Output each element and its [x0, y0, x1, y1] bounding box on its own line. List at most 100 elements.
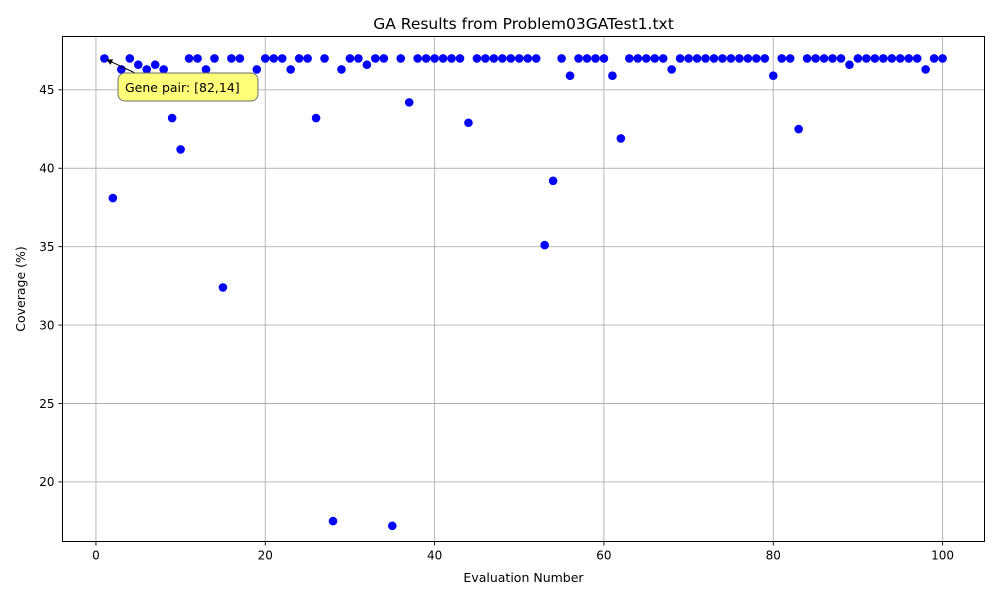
x-tick-label: 40 [427, 549, 442, 563]
data-point [692, 54, 702, 63]
data-point [387, 521, 397, 531]
data-point [159, 65, 168, 74]
data-point [150, 60, 160, 70]
data-point [777, 54, 787, 63]
data-point [167, 113, 177, 123]
data-point [328, 516, 338, 526]
data-point [514, 54, 524, 63]
data-point [879, 54, 888, 63]
data-point [277, 54, 287, 63]
y-tick-label: 25 [39, 397, 54, 411]
data-point [735, 54, 744, 63]
x-tick-label: 0 [92, 549, 100, 563]
y-tick-label: 45 [39, 83, 54, 97]
data-point [269, 54, 279, 63]
axis-ticks: 0 20 40 60 80 100 20 25 30 35 40 45 [39, 83, 954, 562]
data-point [489, 54, 499, 63]
data-point [481, 54, 490, 63]
annotation-text: Gene pair: [82,14] [125, 80, 240, 95]
data-point [819, 54, 829, 63]
data-point [345, 54, 355, 63]
data-point [565, 71, 575, 81]
data-point [354, 54, 363, 63]
data-point [938, 54, 947, 63]
data-point [828, 54, 837, 63]
data-point [294, 54, 304, 63]
data-point [836, 54, 846, 63]
data-point [430, 54, 439, 63]
data-points [100, 54, 947, 531]
x-tick-label: 20 [258, 549, 273, 563]
data-point [379, 54, 389, 63]
data-point [108, 193, 118, 203]
data-point [260, 54, 270, 63]
plot-frame [62, 36, 985, 542]
data-point [413, 54, 422, 63]
data-point [701, 54, 710, 63]
data-point [760, 54, 770, 63]
data-point [608, 71, 617, 81]
data-point [650, 54, 660, 63]
data-point [658, 54, 668, 63]
data-point [675, 54, 685, 63]
data-point [794, 124, 803, 134]
chart-title: GA Results from Problem03GATest1.txt [373, 15, 674, 33]
data-point [371, 54, 380, 63]
data-point [227, 54, 236, 63]
data-point [506, 54, 516, 63]
data-point [870, 54, 880, 63]
data-point [210, 54, 219, 63]
data-point [726, 54, 736, 63]
data-point [455, 54, 465, 63]
x-axis-label: Evaluation Number [463, 570, 584, 585]
data-point [362, 60, 372, 70]
data-point [531, 54, 541, 63]
grid [62, 36, 985, 542]
data-point [667, 65, 676, 74]
data-point [523, 54, 533, 63]
data-point [802, 54, 812, 63]
data-point [142, 65, 152, 74]
data-point [548, 176, 558, 186]
data-point [447, 54, 456, 63]
data-point [286, 65, 295, 74]
data-point [303, 54, 312, 63]
data-point [862, 54, 871, 63]
data-point [498, 54, 507, 63]
data-point [904, 54, 914, 63]
data-point [752, 54, 761, 63]
data-point [193, 54, 202, 63]
data-point [853, 54, 863, 63]
annotation-box [117, 72, 259, 102]
data-point [218, 283, 228, 292]
y-axis-label: Coverage (%) [13, 246, 28, 332]
data-point [768, 71, 778, 81]
x-tick-label: 80 [766, 549, 781, 563]
data-point [557, 54, 566, 63]
data-point [133, 60, 143, 70]
data-point [743, 54, 753, 63]
data-point [337, 65, 346, 74]
data-point [633, 54, 643, 63]
data-point [887, 54, 897, 63]
y-tick-label: 35 [39, 240, 54, 254]
data-point [641, 54, 651, 63]
data-point [684, 54, 693, 63]
data-point [320, 54, 329, 63]
data-point [472, 54, 482, 63]
y-tick-label: 20 [39, 475, 54, 489]
data-point [100, 54, 109, 63]
data-point [184, 54, 194, 63]
data-point [582, 54, 592, 63]
x-tick-label: 60 [596, 549, 611, 563]
data-point [404, 98, 414, 107]
data-point [599, 54, 609, 63]
data-point [201, 65, 211, 74]
data-point [396, 54, 406, 63]
annotation-arrowhead [106, 59, 114, 65]
data-point [591, 54, 600, 63]
data-point [929, 54, 939, 63]
data-point [912, 54, 922, 63]
data-point [709, 54, 719, 63]
